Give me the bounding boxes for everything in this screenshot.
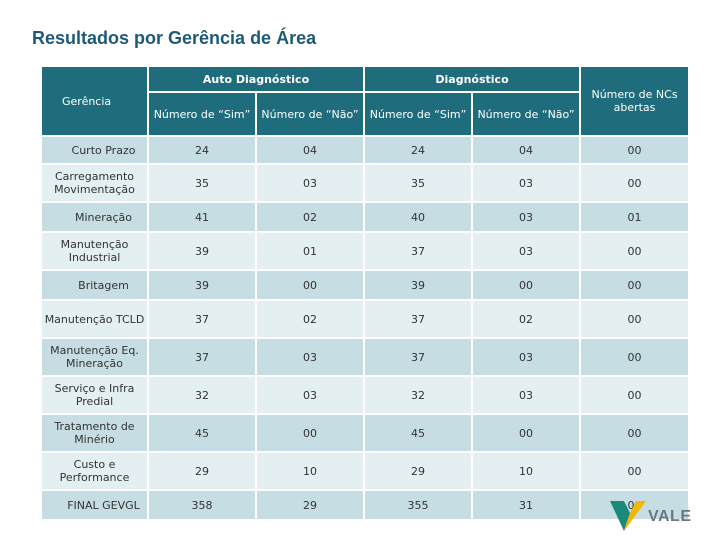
row-name: Curto Prazo: [42, 137, 147, 163]
header-auto-sim: Número de “Sim”: [149, 93, 255, 135]
row-name: Manutenção Eq. Mineração: [42, 339, 147, 375]
diag-nao-value: 03: [473, 165, 580, 201]
diag-nao-value: 04: [473, 137, 580, 163]
auto-nao-value: 02: [257, 301, 364, 337]
auto-sim-value: 24: [149, 137, 255, 163]
header-diag-sim: Número de “Sim”: [365, 93, 472, 135]
diag-nao-value: 03: [473, 377, 580, 413]
diag-sim-value: 29: [365, 453, 472, 489]
table-row: Curto Prazo 24 04 24 04 00: [42, 137, 689, 163]
table-row: Manutenção Industrial 39 01 37 03 00: [42, 233, 689, 269]
auto-sim-value: 45: [149, 415, 255, 451]
header-group-diagnostico: Diagnóstico: [365, 67, 580, 91]
ncs-value: 00: [581, 137, 689, 163]
diag-sim-value: 37: [365, 339, 472, 375]
diag-sim-value: 37: [365, 233, 472, 269]
row-name: Custo e Performance: [42, 453, 147, 489]
table-row: Serviço e Infra Predial 32 03 32 03 00: [42, 377, 689, 413]
header-gerencia: Gerência: [42, 67, 147, 135]
header-auto-nao: Número de “Não”: [257, 93, 364, 135]
table-row: Manutenção Eq. Mineração 37 03 37 03 00: [42, 339, 689, 375]
vale-logo-text: VALE: [648, 508, 692, 525]
page-title: Resultados por Gerência de Área: [32, 28, 317, 48]
row-name: Manutenção TCLD: [42, 301, 147, 337]
auto-sim-value: 358: [149, 491, 255, 519]
diag-nao-value: 03: [473, 339, 580, 375]
row-name: Mineração: [42, 203, 147, 231]
table-body: Curto Prazo 24 04 24 04 00 Carregamento Movime…: [42, 137, 689, 519]
diag-nao-value: 00: [473, 271, 580, 299]
ncs-value: 00: [581, 301, 689, 337]
row-name: Tratamento de Minério: [42, 415, 147, 451]
table-row: FINAL GEVGL358293553101: [42, 491, 689, 519]
header-group-auto-diagnostico: Auto Diagnóstico: [149, 67, 364, 91]
diag-sim-value: 355: [365, 491, 472, 519]
diag-nao-value: 03: [473, 233, 580, 269]
ncs-value: 01: [581, 203, 689, 231]
vale-logo: VALE: [610, 498, 705, 534]
row-name: Carregamento Movimentação: [42, 165, 147, 201]
auto-nao-value: 10: [257, 453, 364, 489]
diag-sim-value: 39: [365, 271, 472, 299]
auto-sim-value: 41: [149, 203, 255, 231]
diag-nao-value: 03: [473, 203, 580, 231]
table-row: Custo e Performance 29 10 29 10 00: [42, 453, 689, 489]
ncs-value: 00: [581, 415, 689, 451]
auto-nao-value: 03: [257, 377, 364, 413]
table-row: Britagem 39 00 39 00 00: [42, 271, 689, 299]
diag-nao-value: 00: [473, 415, 580, 451]
header-ncs-abertas: Número de NCs abertas: [581, 67, 689, 135]
auto-nao-value: 03: [257, 165, 364, 201]
table-row: Manutenção TCLD 37 02 37 02 00: [42, 301, 689, 337]
auto-sim-value: 37: [149, 301, 255, 337]
auto-sim-value: 35: [149, 165, 255, 201]
row-name: FINAL GEVGL: [42, 491, 147, 519]
diag-nao-value: 31: [473, 491, 580, 519]
auto-nao-value: 29: [257, 491, 364, 519]
auto-nao-value: 00: [257, 415, 364, 451]
auto-sim-value: 32: [149, 377, 255, 413]
diag-sim-value: 35: [365, 165, 472, 201]
auto-nao-value: 03: [257, 339, 364, 375]
vale-logo-icon: [610, 501, 646, 531]
results-table: Gerência Auto Diagnóstico Diagnóstico Nú…: [40, 65, 690, 521]
ncs-value: 00: [581, 453, 689, 489]
ncs-value: 00: [581, 271, 689, 299]
diag-sim-value: 45: [365, 415, 472, 451]
auto-nao-value: 00: [257, 271, 364, 299]
row-name: Manutenção Industrial: [42, 233, 147, 269]
table-row: Mineração 41 02 40 03 01: [42, 203, 689, 231]
ncs-value: 00: [581, 339, 689, 375]
ncs-value: 00: [581, 165, 689, 201]
row-name: Serviço e Infra Predial: [42, 377, 147, 413]
diag-sim-value: 40: [365, 203, 472, 231]
header-diag-nao: Número de “Não”: [473, 93, 580, 135]
diag-sim-value: 24: [365, 137, 472, 163]
auto-nao-value: 02: [257, 203, 364, 231]
auto-sim-value: 39: [149, 233, 255, 269]
diag-sim-value: 32: [365, 377, 472, 413]
diag-nao-value: 02: [473, 301, 580, 337]
table-row: Carregamento Movimentação 35 03 35 03 00: [42, 165, 689, 201]
auto-nao-value: 04: [257, 137, 364, 163]
auto-sim-value: 29: [149, 453, 255, 489]
row-name: Britagem: [42, 271, 147, 299]
auto-sim-value: 39: [149, 271, 255, 299]
ncs-value: 00: [581, 233, 689, 269]
ncs-value: 00: [581, 377, 689, 413]
diag-nao-value: 10: [473, 453, 580, 489]
diag-sim-value: 37: [365, 301, 472, 337]
auto-nao-value: 01: [257, 233, 364, 269]
table-row: Tratamento de Minério 45 00 45 00 00: [42, 415, 689, 451]
auto-sim-value: 37: [149, 339, 255, 375]
